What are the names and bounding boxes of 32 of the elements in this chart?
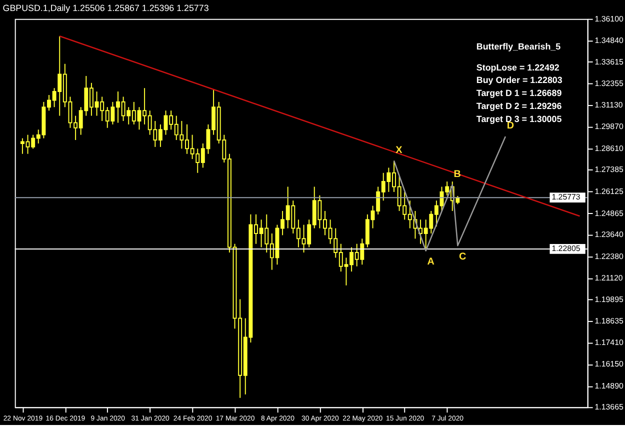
data-label: X: [396, 144, 403, 156]
data-label: D: [506, 120, 514, 132]
y-tick-label: 1.13665: [594, 402, 624, 412]
y-tick-label: 1.27385: [594, 165, 624, 174]
y-tick-label: 1.24865: [594, 208, 624, 218]
y-tick-label: 1.17410: [594, 338, 624, 347]
annotation: Target D 2 = 1.29296: [476, 100, 562, 111]
ref-line-label: 1.22805: [552, 244, 581, 253]
y-tick-label: 1.28610: [594, 144, 624, 153]
data-label: C: [459, 251, 466, 262]
y-tick-label: 1.14890: [594, 381, 624, 390]
line-series: [393, 136, 506, 252]
y-tick-label: 1.31130: [594, 100, 624, 110]
y-tick-label: 1.34840: [594, 36, 624, 46]
annotation: Buy Order = 1.22803: [476, 75, 562, 86]
y-tick-label: 1.36100: [594, 14, 624, 24]
y-tick-label: 1.18635: [594, 316, 624, 326]
chart-title: GBPUSD.1,Daily 1.25506 1.25867 1.25396 1.25773: [2, 2, 209, 13]
y-tick-label: 1.19895: [594, 294, 624, 304]
data-label: A: [427, 256, 434, 268]
annotation: Target D 1 = 1.26689: [476, 88, 562, 98]
y-tick-label: 1.33615: [594, 57, 624, 66]
y-tick-label: 1.32355: [594, 79, 624, 88]
y-tick-label: 1.21120: [594, 274, 624, 283]
y-tick-label: 1.16150: [594, 360, 624, 369]
annotation: Butterfly_Bearish_5: [476, 42, 561, 52]
y-tick-label: 1.22380: [594, 252, 624, 261]
y-tick-label: 1.26125: [594, 186, 624, 196]
y-tick-label: 1.23640: [594, 230, 624, 239]
ref-line-label: 1.25773: [552, 192, 581, 202]
y-tick-label: 1.29870: [594, 122, 624, 132]
annotation: StopLose = 1.22492: [476, 62, 560, 72]
